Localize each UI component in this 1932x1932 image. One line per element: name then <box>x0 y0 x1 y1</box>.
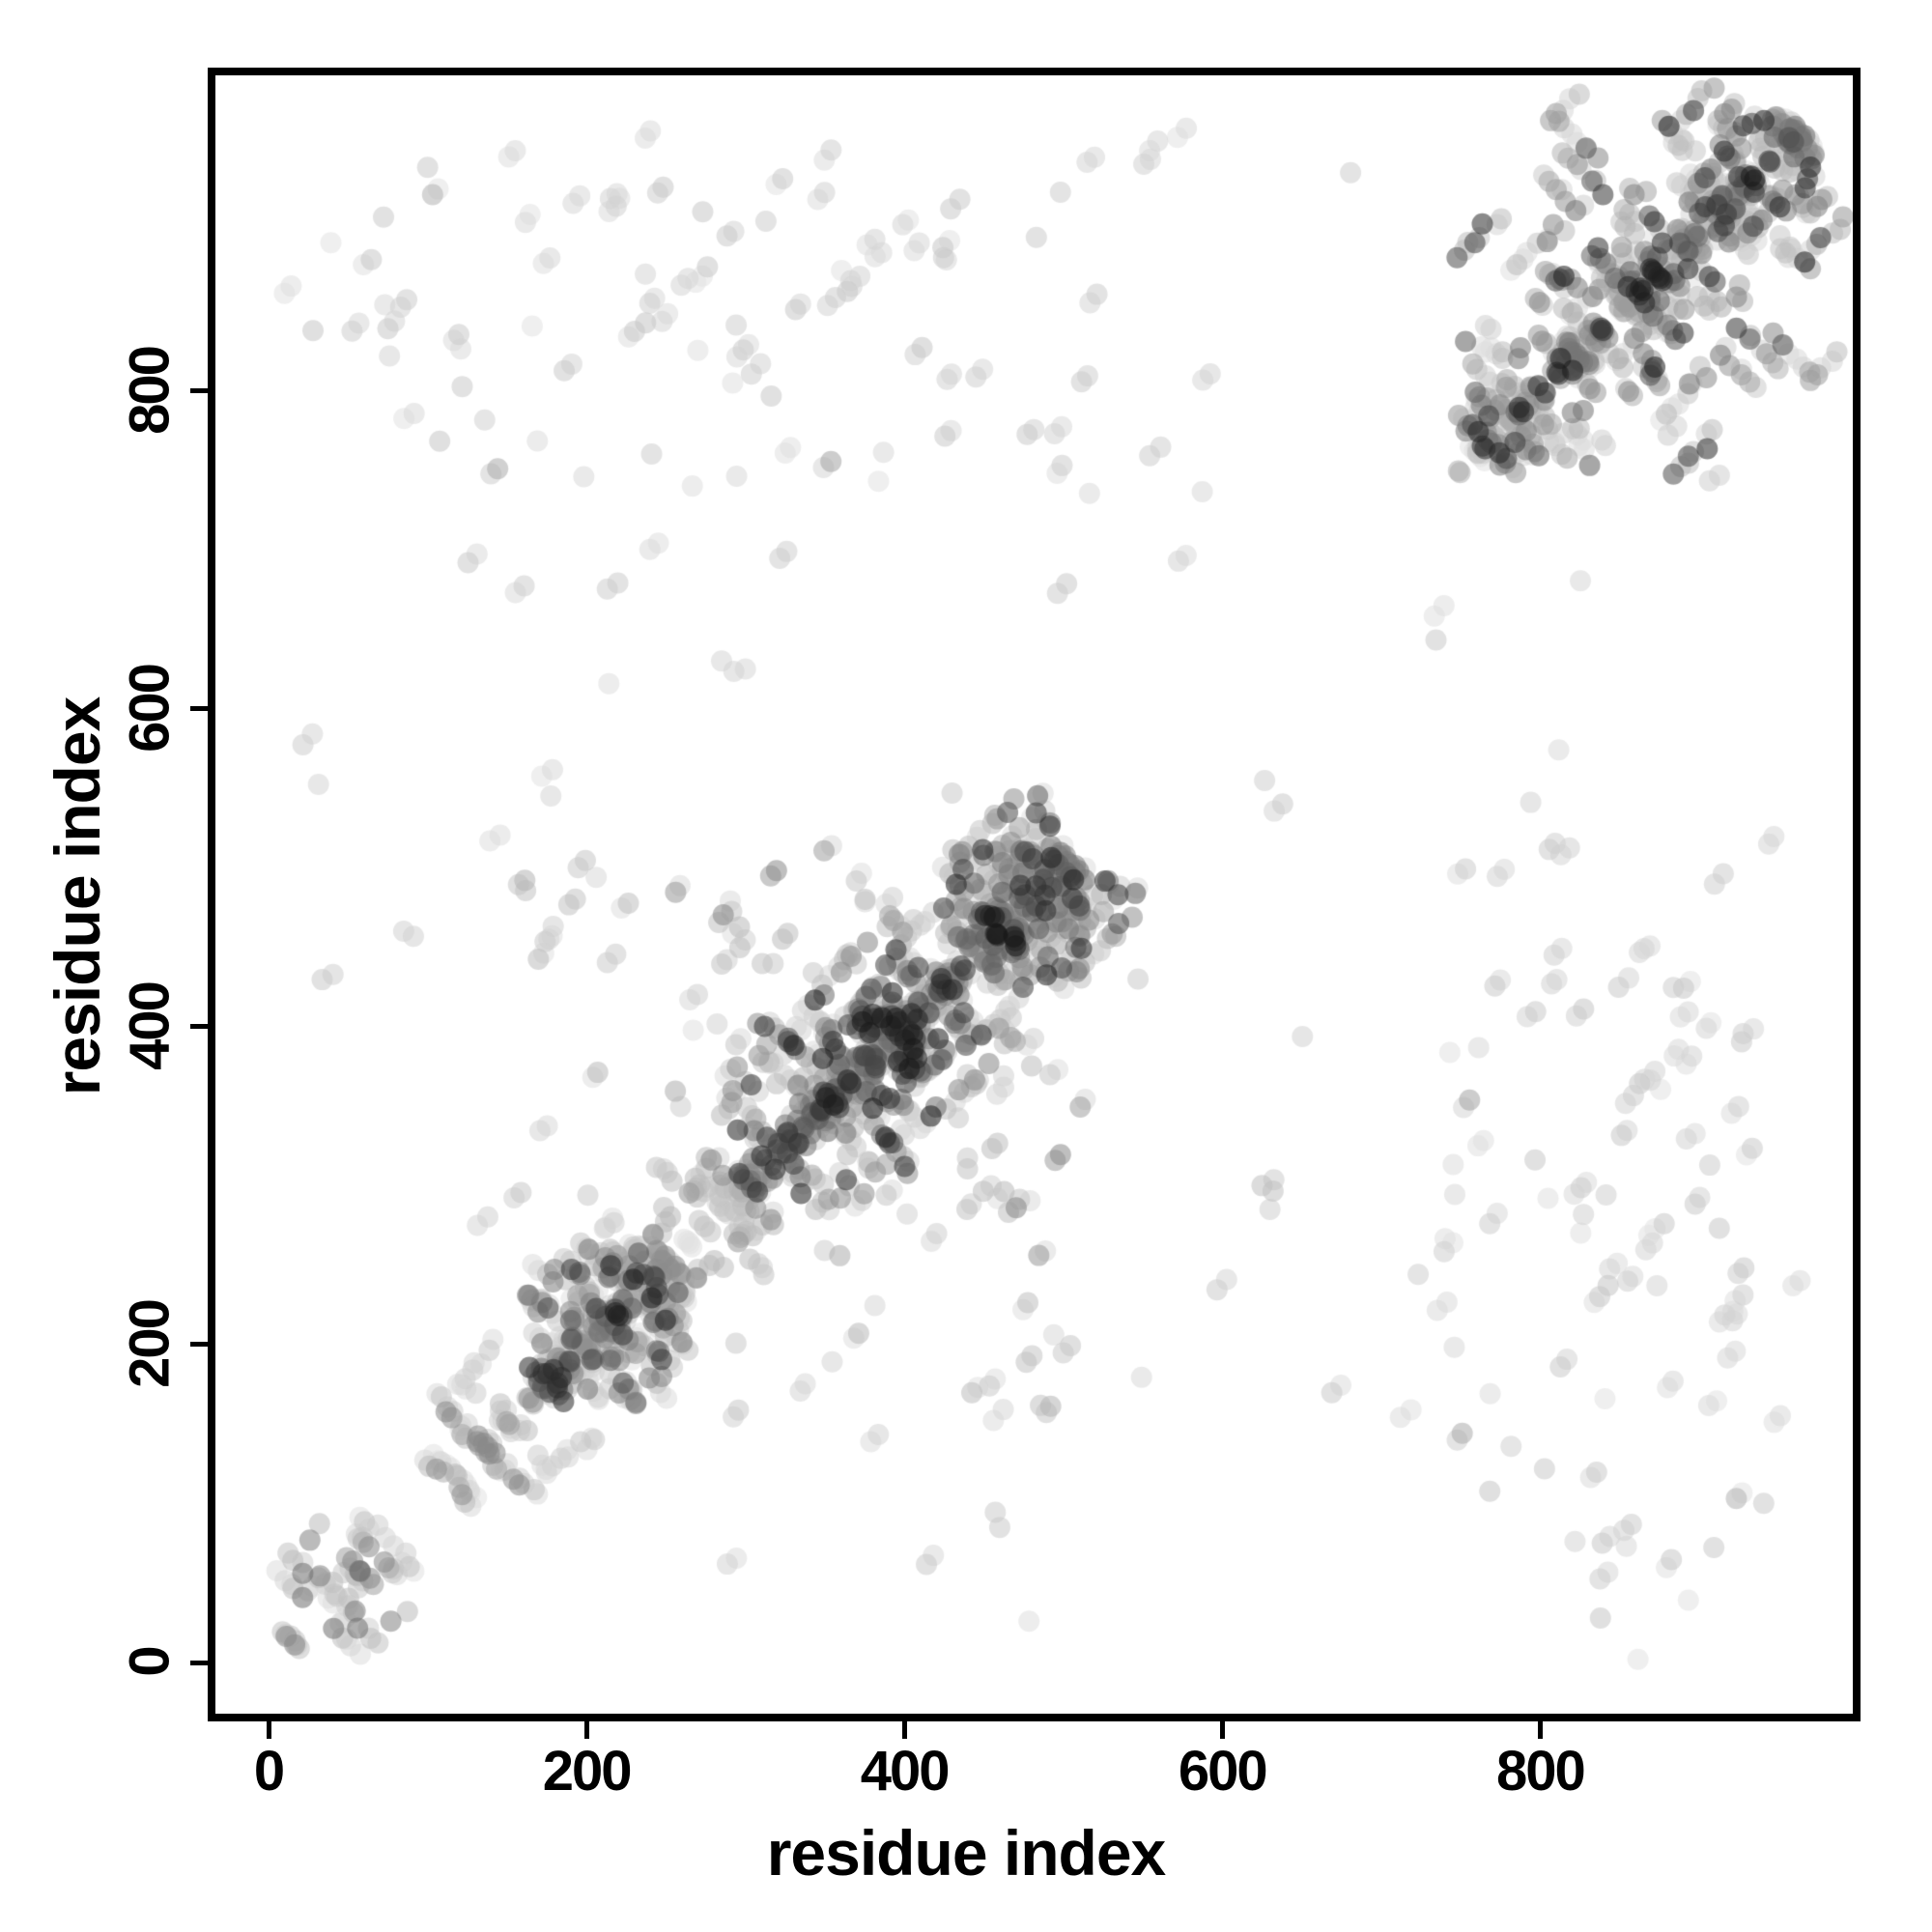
x-tick-mark <box>1537 1721 1543 1739</box>
y-tick-mark <box>190 1024 208 1030</box>
x-tick-label: 400 <box>860 1740 951 1803</box>
y-axis-label: residue index <box>42 696 113 1096</box>
x-tick-label: 600 <box>1178 1740 1268 1803</box>
y-tick-mark <box>190 1342 208 1348</box>
y-tick-label: 400 <box>118 981 182 1070</box>
scatter-canvas <box>215 75 1853 1714</box>
y-tick-label: 600 <box>118 664 182 753</box>
y-tick-label: 200 <box>118 1300 182 1388</box>
x-tick-mark <box>583 1721 589 1739</box>
y-tick-label: 0 <box>118 1647 182 1677</box>
plot-frame <box>208 68 1861 1721</box>
x-axis-label: residue index <box>766 1817 1167 1889</box>
x-tick-label: 800 <box>1496 1740 1586 1803</box>
x-tick-label: 0 <box>253 1740 285 1803</box>
y-tick-mark <box>190 388 208 394</box>
x-tick-mark <box>1219 1721 1225 1739</box>
y-tick-label: 800 <box>118 346 182 435</box>
x-tick-mark <box>901 1721 907 1739</box>
x-tick-mark <box>266 1721 271 1739</box>
y-tick-mark <box>190 1660 208 1665</box>
y-tick-mark <box>190 706 208 712</box>
x-tick-label: 200 <box>542 1740 633 1803</box>
